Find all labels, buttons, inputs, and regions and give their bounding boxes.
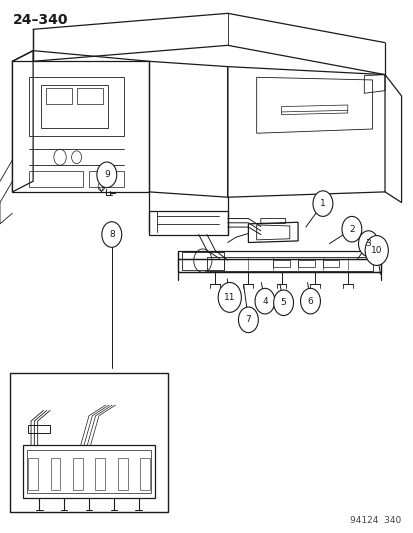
- Circle shape: [102, 222, 121, 247]
- Text: 8: 8: [109, 230, 114, 239]
- Text: 11: 11: [223, 293, 235, 302]
- Circle shape: [358, 231, 377, 256]
- Circle shape: [364, 236, 387, 265]
- Text: 1: 1: [319, 199, 325, 208]
- Text: 24–340: 24–340: [12, 13, 68, 27]
- Circle shape: [218, 282, 241, 312]
- Bar: [10, 373, 167, 512]
- Text: 5: 5: [280, 298, 286, 307]
- Circle shape: [238, 307, 258, 333]
- Circle shape: [341, 216, 361, 242]
- Text: 4: 4: [261, 297, 267, 305]
- Text: 3: 3: [365, 239, 370, 248]
- Text: 94124  340: 94124 340: [349, 516, 401, 525]
- Text: 2: 2: [348, 225, 354, 233]
- Circle shape: [254, 288, 274, 314]
- Text: 7: 7: [245, 316, 251, 324]
- Circle shape: [273, 290, 293, 316]
- Text: 9: 9: [104, 171, 109, 179]
- Text: 10: 10: [370, 246, 382, 255]
- Circle shape: [312, 191, 332, 216]
- Circle shape: [97, 162, 116, 188]
- Text: 6: 6: [307, 297, 313, 305]
- Circle shape: [300, 288, 320, 314]
